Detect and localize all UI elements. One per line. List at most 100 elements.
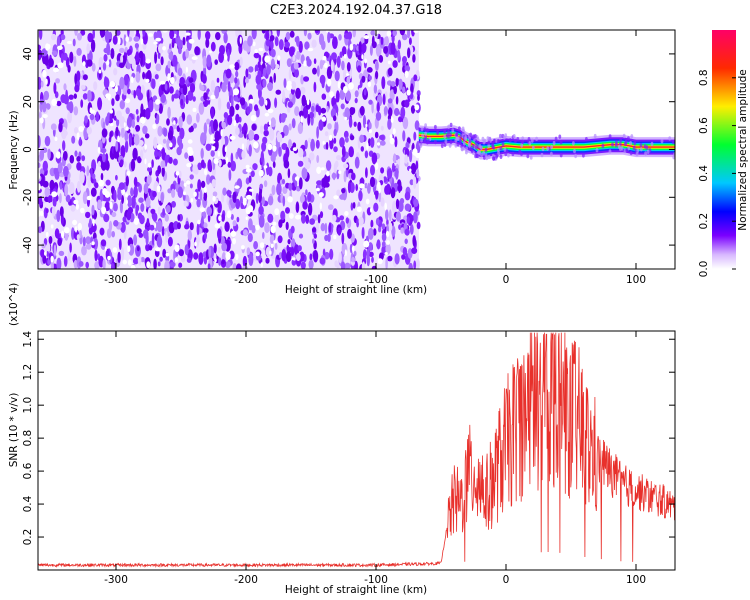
noise-gap bbox=[292, 147, 297, 152]
noise-gap bbox=[212, 195, 216, 202]
noise-speck bbox=[386, 218, 389, 226]
noise-gap bbox=[214, 223, 221, 229]
noise-speck bbox=[69, 242, 72, 253]
noise-speck bbox=[226, 101, 231, 110]
noise-speck bbox=[73, 127, 79, 134]
noise-gap bbox=[185, 32, 191, 36]
noise-speck bbox=[282, 195, 286, 207]
y-tick-label: 0.4 bbox=[22, 495, 34, 512]
noise-speck bbox=[230, 214, 234, 220]
track-speck bbox=[614, 143, 618, 148]
noise-speck bbox=[355, 183, 359, 192]
noise-gap bbox=[248, 205, 254, 213]
noise-speck bbox=[370, 219, 374, 229]
noise-gap bbox=[387, 60, 391, 65]
noise-speck bbox=[270, 58, 275, 71]
noise-speck bbox=[295, 201, 300, 213]
noise-gap bbox=[51, 191, 58, 198]
track-speck bbox=[481, 136, 485, 142]
noise-gap bbox=[82, 61, 86, 67]
noise-speck bbox=[263, 129, 269, 137]
noise-speck bbox=[62, 140, 66, 151]
noise-speck bbox=[289, 93, 293, 100]
noise-speck bbox=[412, 176, 417, 189]
noise-speck bbox=[336, 55, 341, 68]
noise-speck bbox=[375, 111, 382, 121]
noise-speck bbox=[187, 229, 192, 241]
x-tick-label: -300 bbox=[104, 274, 128, 286]
noise-speck bbox=[402, 65, 406, 73]
noise-speck bbox=[73, 106, 79, 116]
noise-gap bbox=[384, 252, 388, 255]
noise-speck bbox=[381, 241, 386, 248]
noise-speck bbox=[297, 245, 302, 252]
track-speck bbox=[633, 141, 637, 146]
noise-speck bbox=[76, 162, 82, 171]
noise-speck bbox=[383, 106, 388, 115]
track-speck bbox=[484, 147, 488, 152]
y-tick-label: 0.8 bbox=[22, 430, 34, 447]
noise-speck bbox=[247, 232, 253, 243]
track-speck bbox=[468, 138, 472, 144]
noise-speck bbox=[97, 160, 101, 167]
noise-speck bbox=[261, 196, 265, 206]
track-speck bbox=[487, 143, 491, 148]
noise-gap bbox=[125, 126, 129, 131]
noise-speck bbox=[307, 202, 313, 216]
noise-speck bbox=[199, 189, 203, 201]
noise-speck bbox=[38, 135, 41, 148]
noise-gap bbox=[140, 38, 144, 45]
noise-speck bbox=[266, 64, 271, 76]
noise-speck bbox=[89, 113, 95, 121]
noise-speck bbox=[246, 247, 251, 256]
noise-gap bbox=[267, 108, 274, 114]
noise-speck bbox=[313, 81, 317, 93]
noise-speck bbox=[47, 148, 51, 160]
noise-gap bbox=[159, 80, 166, 85]
noise-gap bbox=[122, 259, 128, 265]
noise-speck bbox=[270, 40, 274, 50]
noise-speck bbox=[142, 71, 146, 80]
noise-speck bbox=[313, 233, 317, 239]
noise-speck bbox=[118, 62, 125, 69]
noise-gap bbox=[210, 135, 213, 143]
noise-speck bbox=[90, 187, 97, 197]
noise-gap bbox=[92, 218, 95, 227]
colorbar-tick-label: 0.0 bbox=[698, 261, 710, 278]
spectrogram-noise bbox=[38, 30, 422, 269]
noise-speck bbox=[378, 226, 382, 233]
noise-gap bbox=[188, 38, 195, 44]
noise-speck bbox=[366, 67, 373, 73]
noise-speck bbox=[146, 218, 150, 227]
noise-speck bbox=[318, 33, 325, 46]
noise-speck bbox=[155, 63, 162, 72]
noise-gap bbox=[152, 123, 157, 130]
noise-speck bbox=[319, 211, 324, 219]
noise-gap bbox=[274, 208, 280, 216]
track-speck bbox=[418, 127, 421, 132]
noise-speck bbox=[364, 150, 369, 159]
noise-gap bbox=[125, 36, 129, 42]
track-speck bbox=[593, 133, 597, 139]
noise-speck bbox=[86, 59, 93, 67]
noise-gap bbox=[309, 30, 315, 33]
noise-speck bbox=[150, 208, 156, 214]
track-speck bbox=[512, 134, 516, 139]
noise-gap bbox=[165, 252, 170, 257]
noise-speck bbox=[237, 147, 241, 157]
noise-speck bbox=[200, 148, 204, 159]
noise-speck bbox=[186, 114, 193, 125]
noise-gap bbox=[175, 171, 180, 176]
noise-speck bbox=[232, 220, 237, 227]
track-speck bbox=[627, 136, 630, 141]
noise-speck bbox=[338, 34, 342, 41]
noise-gap bbox=[217, 150, 221, 157]
noise-speck bbox=[182, 36, 186, 46]
noise-gap bbox=[376, 142, 381, 146]
noise-speck bbox=[91, 204, 95, 216]
noise-speck bbox=[399, 30, 406, 36]
noise-speck bbox=[391, 200, 398, 214]
noise-speck bbox=[55, 78, 60, 84]
noise-gap bbox=[130, 76, 134, 84]
x-tick-label: 0 bbox=[503, 274, 510, 286]
